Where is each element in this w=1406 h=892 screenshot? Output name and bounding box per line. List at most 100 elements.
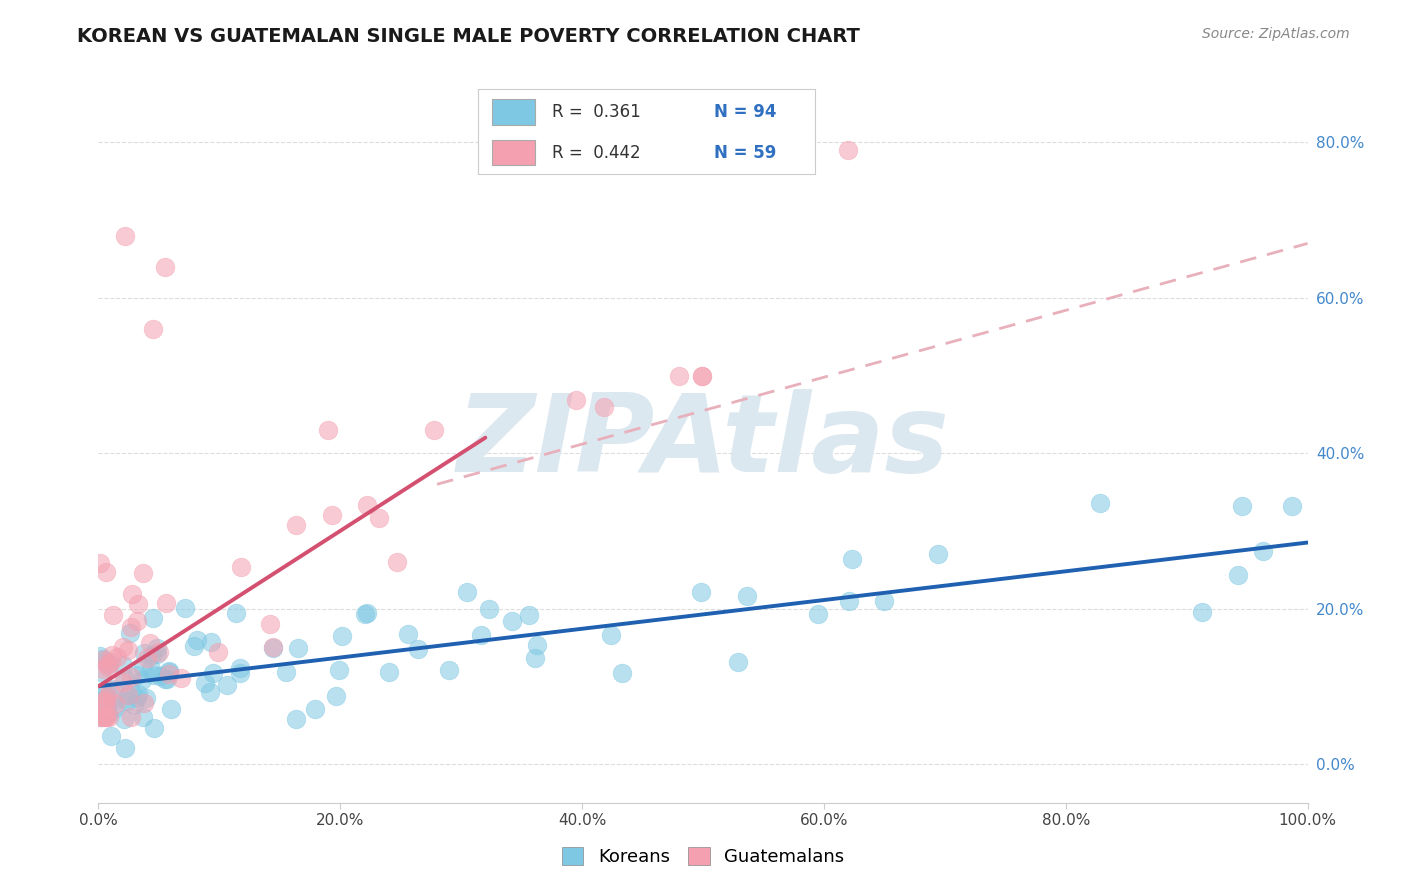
Point — [142, 610, 165, 624]
Point — [101, 648, 124, 662]
Point — [262, 640, 284, 654]
Point — [105, 649, 128, 664]
Point — [838, 593, 860, 607]
Point — [519, 608, 541, 623]
Point — [148, 645, 170, 659]
Text: N = 94: N = 94 — [714, 103, 776, 121]
Point — [89, 710, 111, 724]
Point — [94, 710, 117, 724]
Point — [406, 641, 429, 656]
Point — [385, 555, 408, 569]
Point — [94, 566, 117, 580]
Point — [94, 710, 117, 724]
Point — [215, 678, 238, 692]
Point — [132, 710, 155, 724]
Text: KOREAN VS GUATEMALAN SINGLE MALE POVERTY CORRELATION CHART: KOREAN VS GUATEMALAN SINGLE MALE POVERTY… — [77, 27, 860, 45]
Point — [170, 671, 193, 685]
Point — [501, 615, 523, 629]
Point — [316, 423, 339, 437]
Point — [321, 508, 343, 522]
Point — [97, 706, 120, 721]
Point — [98, 710, 121, 724]
Point — [328, 663, 350, 677]
Point — [103, 681, 125, 696]
Point — [159, 702, 181, 716]
Point — [727, 656, 749, 670]
Point — [690, 368, 713, 383]
Point — [89, 694, 111, 708]
Point — [96, 682, 118, 697]
Point — [114, 673, 136, 687]
Point — [96, 710, 118, 724]
Point — [873, 593, 896, 607]
Point — [927, 547, 949, 561]
Point — [157, 665, 180, 679]
Point — [104, 700, 127, 714]
Point — [207, 644, 229, 658]
Point — [276, 665, 298, 680]
Text: ZIPAtlas: ZIPAtlas — [457, 389, 949, 494]
Point — [98, 683, 121, 698]
Point — [121, 587, 143, 601]
Text: R =  0.361: R = 0.361 — [553, 103, 641, 121]
Point — [93, 662, 115, 676]
Point — [132, 660, 155, 674]
Point — [141, 648, 163, 663]
Point — [735, 589, 758, 603]
Point — [142, 668, 165, 682]
Point — [231, 560, 253, 574]
Point — [100, 729, 122, 743]
Point — [186, 633, 208, 648]
Point — [127, 688, 149, 702]
Point — [127, 598, 149, 612]
Point — [423, 423, 446, 437]
Point — [287, 641, 309, 656]
Point — [96, 657, 118, 671]
Point — [157, 664, 180, 678]
Point — [689, 585, 711, 599]
Point — [101, 607, 124, 622]
Point — [132, 566, 155, 581]
Point — [96, 699, 118, 714]
Point — [378, 665, 401, 679]
Point — [125, 691, 148, 706]
Point — [96, 657, 118, 671]
Point — [118, 626, 141, 640]
Point — [91, 710, 114, 724]
Point — [262, 641, 284, 656]
Point — [142, 322, 165, 336]
Point — [139, 662, 162, 676]
Point — [120, 620, 142, 634]
Point — [103, 697, 125, 711]
Point — [325, 689, 347, 703]
Point — [228, 661, 250, 675]
Point — [526, 639, 548, 653]
Point — [356, 498, 378, 512]
Point — [114, 713, 136, 727]
Point — [112, 675, 135, 690]
Point — [89, 556, 111, 570]
Point — [174, 601, 197, 615]
Text: Source: ZipAtlas.com: Source: ZipAtlas.com — [1202, 27, 1350, 41]
Point — [565, 393, 588, 408]
Point — [117, 688, 139, 702]
Point — [96, 690, 118, 704]
Point — [112, 640, 135, 655]
Point — [229, 666, 252, 681]
Point — [111, 658, 134, 673]
Point — [470, 628, 492, 642]
Point — [114, 741, 136, 756]
Point — [120, 710, 142, 724]
Point — [456, 584, 478, 599]
Point — [91, 685, 114, 699]
Point — [157, 667, 180, 681]
Point — [198, 685, 221, 699]
Point — [90, 665, 112, 679]
Text: N = 59: N = 59 — [714, 144, 776, 161]
FancyBboxPatch shape — [492, 140, 536, 165]
Point — [437, 663, 460, 677]
Point — [135, 691, 157, 706]
Point — [193, 676, 215, 690]
Point — [183, 639, 205, 653]
Point — [122, 698, 145, 712]
